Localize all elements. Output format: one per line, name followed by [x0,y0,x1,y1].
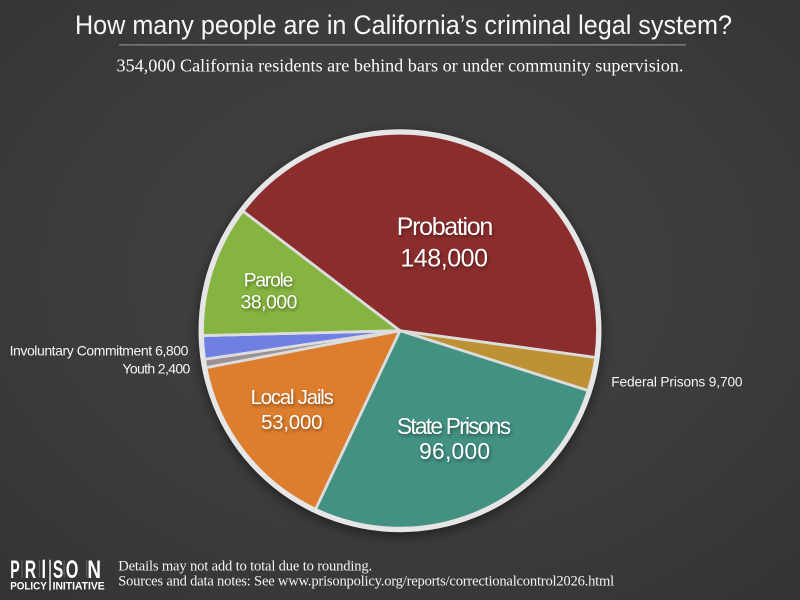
svg-text:Federal Prisons 9,700: Federal Prisons 9,700 [611,374,743,389]
svg-text:Local Jails: Local Jails [251,387,334,409]
svg-text:P: P [10,556,19,584]
svg-text:38,000: 38,000 [241,293,298,314]
svg-text:How many people are in Califor: How many people are in California’s crim… [75,10,732,40]
svg-text:Details may not add to total d: Details may not add to total due to roun… [118,559,372,575]
svg-text:S: S [53,556,63,584]
svg-text:Sources and data notes: See ww: Sources and data notes: See www.prisonpo… [118,573,614,589]
svg-text:N: N [87,556,101,584]
svg-text:POLICY: POLICY [10,581,47,593]
svg-text:354,000 California residents a: 354,000 California residents are behind … [117,56,684,76]
svg-text:Youth 2,400: Youth 2,400 [122,361,190,377]
svg-text:53,000: 53,000 [261,412,322,434]
svg-text:INITIATIVE: INITIATIVE [53,581,105,593]
svg-text:Involuntary Commitment 6,800: Involuntary Commitment 6,800 [10,343,189,359]
svg-text:O: O [66,556,79,584]
svg-text:Probation: Probation [397,213,494,241]
svg-text:R: R [25,556,36,584]
svg-text:148,000: 148,000 [400,244,488,272]
svg-text:Parole: Parole [244,271,294,292]
svg-text:State Prisons: State Prisons [397,413,511,439]
svg-text:96,000: 96,000 [419,438,490,464]
